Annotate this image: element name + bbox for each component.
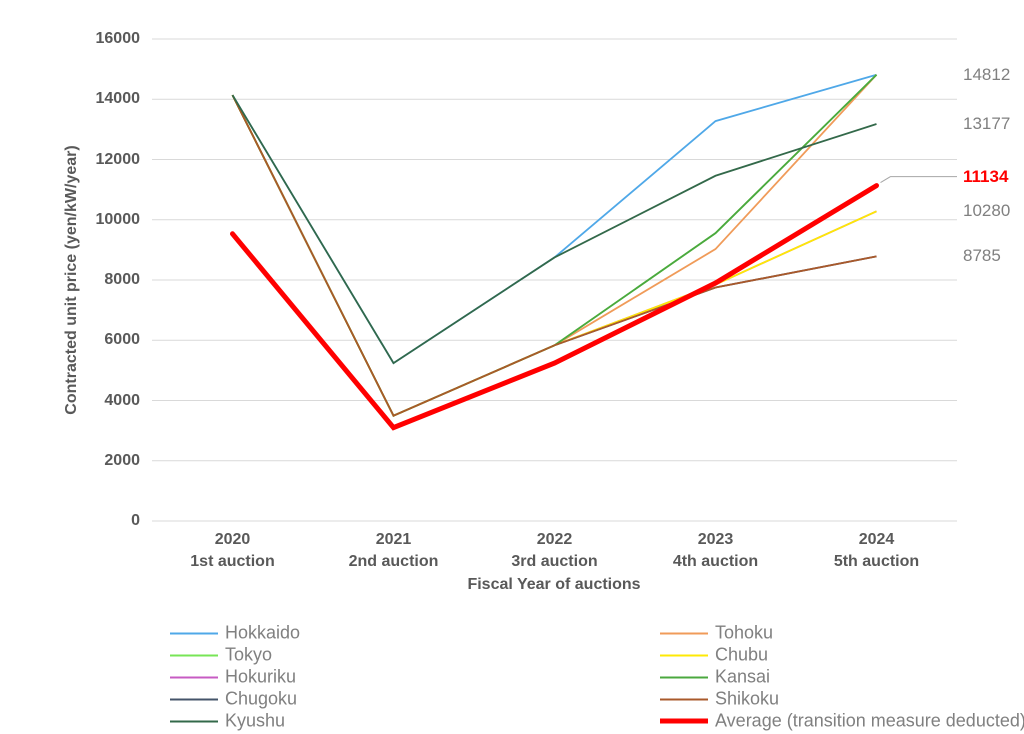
y-tick-label: 10000 bbox=[95, 210, 141, 228]
legend-label: Tokyo bbox=[225, 644, 273, 665]
category-year: 2022 bbox=[536, 531, 573, 548]
end-value-label-chubu: 10280 bbox=[963, 201, 1011, 221]
legend-swatch bbox=[170, 676, 218, 678]
legend-swatch bbox=[660, 698, 708, 700]
category-auction: 2nd auction bbox=[348, 553, 439, 571]
series-line-kyushu bbox=[231, 94, 877, 365]
y-tick-label: 16000 bbox=[95, 30, 141, 47]
category-year: 2024 bbox=[858, 531, 895, 548]
legend-swatch bbox=[170, 698, 218, 700]
legend-label: Kyushu bbox=[225, 710, 286, 731]
category-auction: 1st auction bbox=[190, 553, 275, 571]
legend-item-shikoku: Shikoku bbox=[660, 689, 779, 710]
legend-label: Hokuriku bbox=[225, 666, 297, 687]
end-label-leader-line bbox=[880, 176, 957, 184]
legend-item-average-transition-measure-deducted: Average (transition measure deducted) bbox=[660, 711, 1024, 732]
legend-item-kyushu: Kyushu bbox=[170, 711, 285, 732]
legend-item-tokyo: Tokyo bbox=[170, 645, 272, 666]
series-line-shikoku bbox=[231, 94, 877, 417]
legend-item-hokuriku: Hokuriku bbox=[170, 667, 296, 688]
x-category-label: 2021 2nd auction bbox=[309, 529, 479, 574]
end-value-label-kyushu: 13177 bbox=[963, 114, 1011, 134]
end-value-label-shikoku: 8785 bbox=[963, 246, 1001, 266]
y-tick-label: 8000 bbox=[104, 271, 140, 288]
plot-area bbox=[152, 38, 957, 522]
x-axis-title: Fiscal Year of auctions bbox=[467, 576, 641, 593]
legend-swatch bbox=[170, 720, 218, 722]
legend-label: Shikoku bbox=[715, 688, 780, 709]
category-auction: 5th auction bbox=[833, 553, 920, 571]
end-value-label-average-transition-measure-deducted: 11134 bbox=[963, 166, 1009, 186]
category-auction: 4th auction bbox=[672, 553, 759, 571]
legend-swatch bbox=[660, 676, 708, 678]
legend-item-kansai: Kansai bbox=[660, 667, 770, 688]
legend-swatch bbox=[660, 654, 708, 656]
legend-label: Hokkaido bbox=[225, 622, 301, 643]
x-category-label: 2024 5th auction bbox=[792, 529, 962, 574]
legend-label: Tohoku bbox=[715, 622, 774, 643]
legend-label: Chubu bbox=[715, 644, 769, 665]
y-tick-label: 12000 bbox=[95, 150, 141, 168]
category-year: 2021 bbox=[375, 531, 412, 548]
x-category-label: 2022 3rd auction bbox=[470, 529, 640, 574]
category-auction: 3rd auction bbox=[511, 553, 598, 571]
category-year: 2023 bbox=[697, 531, 734, 548]
y-tick-label: 4000 bbox=[104, 391, 140, 409]
y-tick-label: 0 bbox=[131, 512, 140, 529]
y-tick-label: 2000 bbox=[104, 451, 140, 469]
legend-item-chubu: Chubu bbox=[660, 645, 768, 666]
series-line-hokkaido bbox=[231, 73, 877, 365]
y-tick-label: 6000 bbox=[104, 331, 140, 349]
legend-swatch bbox=[660, 632, 708, 634]
category-year: 2020 bbox=[214, 531, 251, 548]
legend-swatch bbox=[170, 654, 218, 656]
legend-item-chugoku: Chugoku bbox=[170, 689, 297, 710]
legend-label: Chugoku bbox=[225, 688, 298, 709]
x-category-label: 2020 1st auction bbox=[148, 529, 318, 574]
legend-label: Kansai bbox=[715, 666, 771, 687]
legend-swatch bbox=[170, 632, 218, 634]
legend-swatch bbox=[660, 718, 708, 724]
legend-item-hokkaido: Hokkaido bbox=[170, 623, 300, 644]
legend-label: Average (transition measure deducted) bbox=[715, 710, 1024, 731]
end-value-label-hokkaido: 14812 bbox=[963, 64, 1011, 84]
series-line-average-transition-measure-deducted bbox=[230, 183, 879, 431]
x-category-label: 2023 4th auction bbox=[631, 529, 801, 574]
legend-item-tohoku: Tohoku bbox=[660, 623, 773, 644]
y-tick-label: 14000 bbox=[95, 90, 141, 108]
